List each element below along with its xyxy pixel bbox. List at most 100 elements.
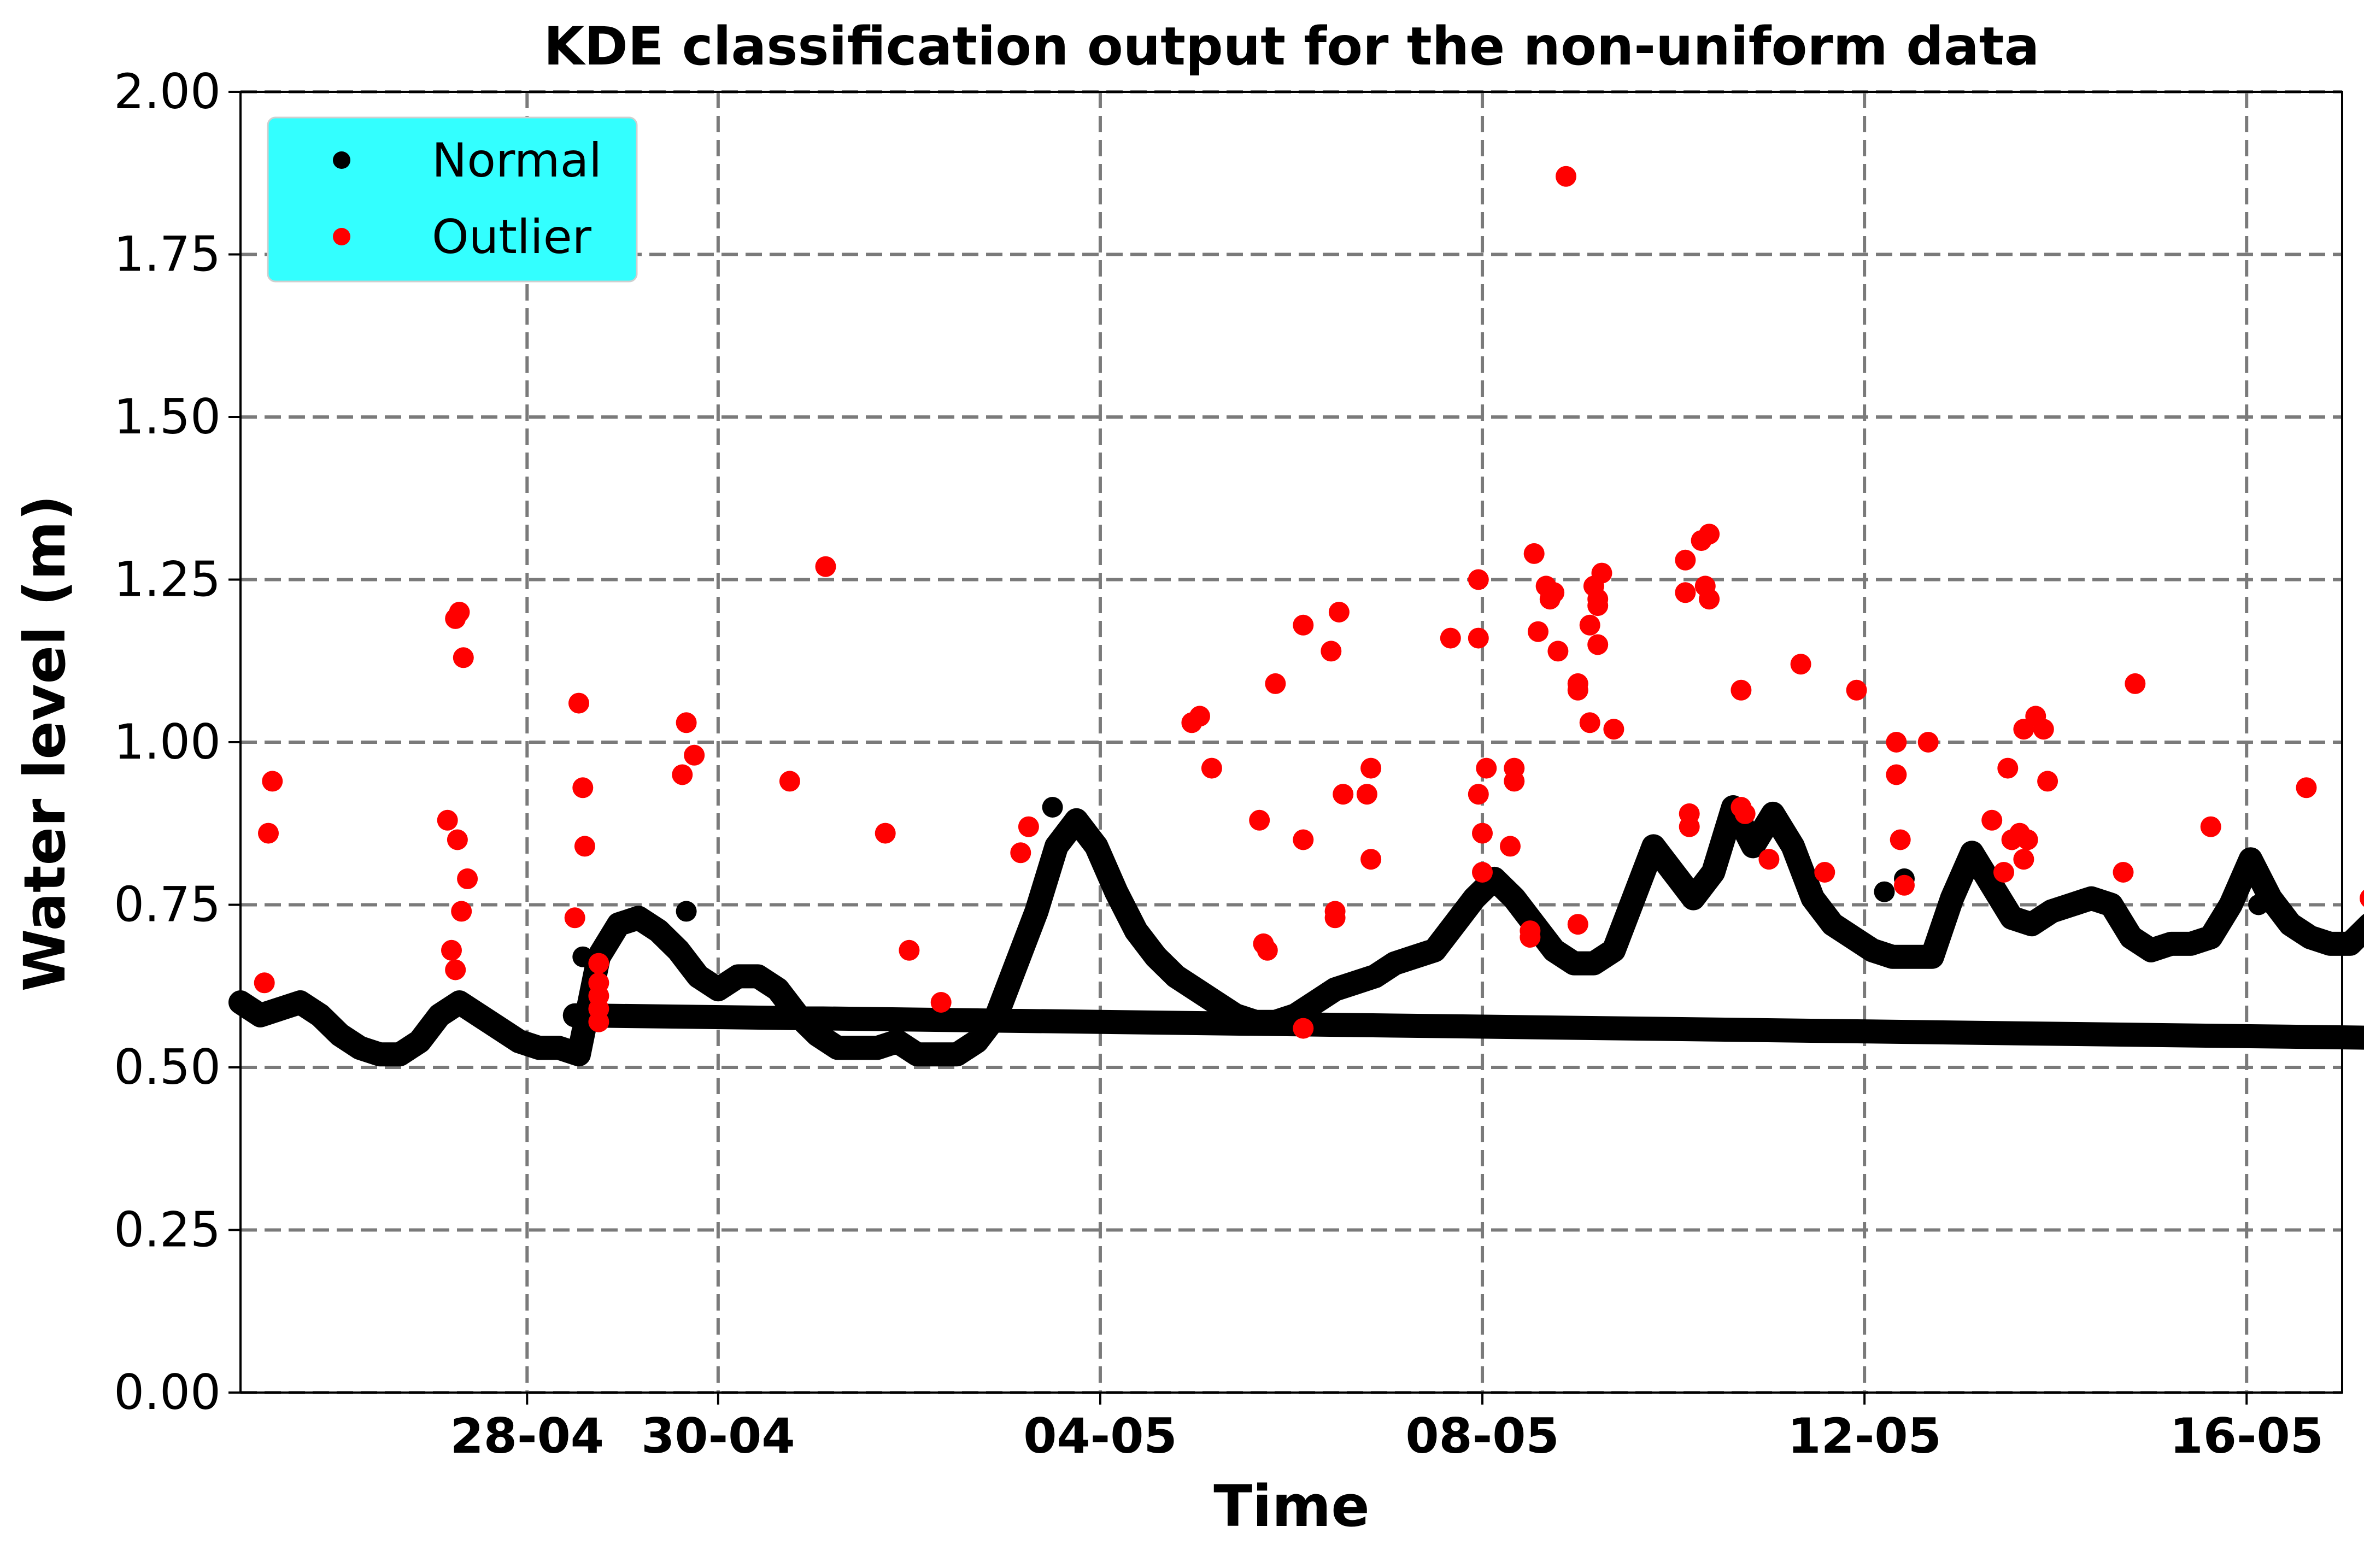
outlier-point bbox=[2200, 816, 2221, 837]
legend-outlier-label: Outlier bbox=[432, 210, 592, 265]
outlier-point bbox=[1472, 862, 1493, 883]
y-tick-label: 0.50 bbox=[114, 1039, 221, 1095]
normal-point bbox=[349, 1037, 371, 1059]
chart-title: KDE classification output for the non-un… bbox=[544, 16, 2040, 77]
normal-point bbox=[2360, 915, 2364, 933]
normal-point bbox=[2300, 927, 2321, 948]
normal-point bbox=[1006, 953, 1027, 974]
normal-point bbox=[966, 1031, 988, 1052]
outlier-point bbox=[574, 836, 595, 857]
outlier-point bbox=[588, 1011, 609, 1032]
outlier-point bbox=[2296, 777, 2317, 798]
y-axis-label: Water level (m) bbox=[11, 495, 78, 992]
y-tick-label: 1.75 bbox=[114, 226, 221, 283]
normal-point bbox=[2140, 939, 2162, 961]
normal-point bbox=[548, 1037, 570, 1059]
outlier-point bbox=[1293, 614, 1314, 636]
normal-point bbox=[887, 1031, 908, 1052]
normal-point bbox=[2220, 894, 2242, 915]
normal-point bbox=[2081, 888, 2102, 909]
normal-point bbox=[926, 1044, 948, 1065]
outlier-point bbox=[1523, 543, 1545, 564]
outlier-point bbox=[457, 868, 478, 889]
outlier-point bbox=[1249, 809, 1270, 831]
normal-point bbox=[508, 1031, 530, 1052]
normal-point bbox=[1961, 842, 1982, 864]
normal-point bbox=[389, 1044, 410, 1065]
normal-point bbox=[2339, 933, 2361, 954]
outlier-point bbox=[1500, 836, 1521, 857]
normal-point bbox=[269, 998, 291, 1019]
normal-point bbox=[2320, 933, 2341, 954]
x-axis-label: Time bbox=[1213, 1473, 1370, 1540]
normal-point bbox=[1762, 803, 1784, 824]
x-tick-label: 30-04 bbox=[641, 1408, 795, 1464]
outlier-point bbox=[930, 992, 952, 1013]
outlier-point bbox=[684, 744, 705, 766]
outlier-point bbox=[1814, 862, 1835, 883]
outlier-point bbox=[875, 823, 896, 844]
outlier-point bbox=[1520, 927, 1541, 948]
normal-point bbox=[1305, 992, 1326, 1013]
outlier-point bbox=[1360, 757, 1382, 779]
outlier-point bbox=[1675, 582, 1696, 603]
normal-point bbox=[648, 920, 669, 942]
outlier-point bbox=[1997, 757, 2019, 779]
outlier-point bbox=[1328, 602, 1350, 622]
outlier-point bbox=[1333, 784, 1354, 805]
normal-point bbox=[1086, 836, 1107, 857]
normal-point bbox=[807, 1024, 828, 1046]
normal-point bbox=[309, 1005, 331, 1026]
outlier-point bbox=[447, 829, 468, 850]
outlier-point bbox=[1468, 627, 1489, 649]
outlier-point bbox=[2360, 890, 2364, 907]
outlier-point bbox=[568, 692, 589, 714]
normal-point bbox=[369, 1044, 390, 1065]
normal-point bbox=[2160, 933, 2181, 954]
y-tick-label: 1.50 bbox=[114, 389, 221, 445]
y-tick-label: 1.25 bbox=[114, 551, 221, 608]
normal-point bbox=[1205, 992, 1227, 1013]
outlier-point bbox=[1468, 569, 1489, 590]
normal-point bbox=[1862, 939, 1883, 961]
normal-point bbox=[572, 946, 594, 967]
normal-point bbox=[946, 1044, 967, 1065]
normal-point bbox=[1882, 946, 1903, 967]
normal-point bbox=[707, 979, 729, 1000]
legend-normal-label: Normal bbox=[432, 133, 602, 188]
normal-point bbox=[449, 992, 470, 1013]
outlier-point bbox=[572, 777, 594, 798]
outlier-point bbox=[437, 809, 458, 831]
outlier-point bbox=[1567, 914, 1588, 935]
normal-point bbox=[1042, 797, 1063, 818]
outlier-point bbox=[1579, 712, 1600, 733]
outlier-point bbox=[1993, 862, 2014, 883]
outlier-point bbox=[1731, 679, 1752, 701]
series-layer bbox=[228, 166, 2364, 1067]
outlier-point bbox=[1603, 719, 1624, 740]
outlier-point bbox=[1894, 874, 1915, 896]
normal-point bbox=[1822, 914, 1843, 935]
normal-point bbox=[290, 992, 311, 1013]
outlier-point bbox=[1265, 673, 1286, 694]
outlier-point bbox=[1440, 627, 1461, 649]
x-tick-label: 12-05 bbox=[1787, 1408, 1941, 1464]
outlier-point bbox=[1679, 816, 1700, 837]
normal-point bbox=[2121, 927, 2142, 948]
normal-point bbox=[1842, 927, 1863, 948]
normal-point bbox=[1563, 953, 1585, 974]
outlier-point bbox=[1790, 654, 1811, 675]
normal-point bbox=[827, 1037, 848, 1059]
normal-point bbox=[1364, 966, 1386, 987]
outlier-point bbox=[2037, 771, 2058, 792]
normal-point bbox=[1324, 979, 1346, 1000]
normal-point bbox=[1874, 881, 1895, 902]
normal-point bbox=[2200, 927, 2221, 948]
outlier-point bbox=[1886, 732, 1907, 753]
outlier-point bbox=[1758, 849, 1780, 870]
normal-point bbox=[2248, 894, 2269, 915]
outlier-point bbox=[1591, 562, 1612, 584]
outlier-point bbox=[262, 771, 283, 792]
y-axis: 0.00 0.25 0.50 0.75 1.00 1.25 1.50 1.75 2.00 bbox=[114, 63, 240, 1420]
